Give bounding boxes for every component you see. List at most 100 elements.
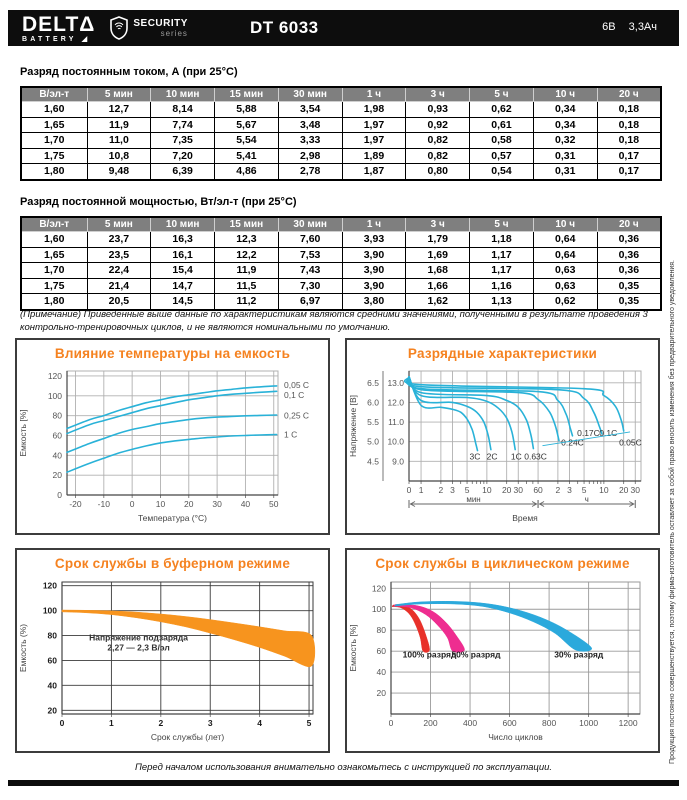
table-cell: 3,48 xyxy=(277,116,343,133)
table-cell: 12,3 xyxy=(214,231,279,248)
svg-text:200: 200 xyxy=(423,718,437,728)
table-row: 1,65 11,9 7,74 5,67 3,48 1,97 0,92 0,61 0,34 0,18 xyxy=(20,116,662,133)
table-cell: 0,36 xyxy=(596,262,662,279)
svg-text:50% разряд: 50% разряд xyxy=(451,649,501,659)
table-cell: 7,20 xyxy=(150,147,216,164)
svg-text:20: 20 xyxy=(377,688,387,698)
svg-text:120: 120 xyxy=(372,583,386,593)
table-row: 1,60 12,7 8,14 5,88 3,54 1,98 0,93 0,62 0,34 0,18 xyxy=(20,101,662,118)
table-cell: 11,9 xyxy=(86,116,152,133)
svg-text:Температура (°C): Температура (°C) xyxy=(138,513,207,523)
voltage-value: 6В xyxy=(602,21,616,33)
svg-text:9.0: 9.0 xyxy=(392,456,404,466)
svg-text:50: 50 xyxy=(269,499,279,509)
table-cell: 0,54 xyxy=(469,163,534,180)
svg-text:10: 10 xyxy=(599,485,609,495)
svg-text:11.0: 11.0 xyxy=(388,417,404,427)
table-cell: 11,2 xyxy=(214,293,279,310)
column-header: 10 ч xyxy=(532,216,598,232)
table-cell: 11,5 xyxy=(214,277,279,294)
svg-text:100: 100 xyxy=(372,604,386,614)
table-cell: 0,93 xyxy=(405,101,471,118)
table-cell: 0,92 xyxy=(405,116,471,133)
svg-text:20: 20 xyxy=(53,470,63,480)
table-row: 1,75 10,8 7,20 5,41 2,98 1,89 0,82 0,57 0,31 0,17 xyxy=(20,147,662,164)
svg-text:60: 60 xyxy=(533,485,543,495)
table-row: 1,70 22,4 15,4 11,9 7,43 3,90 1,68 1,17 0,63 0,36 xyxy=(20,262,662,279)
table-cell: 14,5 xyxy=(150,293,216,310)
svg-text:40: 40 xyxy=(48,680,58,690)
table-cell: 5,41 xyxy=(214,147,279,164)
table-cell: 0,58 xyxy=(469,132,534,149)
svg-text:2C: 2C xyxy=(487,451,498,461)
svg-text:100: 100 xyxy=(43,606,57,616)
table-cell: 1,17 xyxy=(469,246,534,263)
svg-text:40: 40 xyxy=(241,499,251,509)
table-cell: 1,17 xyxy=(469,262,534,279)
svg-text:Емкость [%]: Емкость [%] xyxy=(348,624,358,671)
svg-text:0: 0 xyxy=(407,485,412,495)
svg-text:5.0: 5.0 xyxy=(367,437,379,447)
svg-text:60: 60 xyxy=(53,430,63,440)
table-cell: 1,13 xyxy=(469,293,534,310)
table-cell: 3,90 xyxy=(341,277,407,294)
table-cell: 4,86 xyxy=(214,163,279,180)
table-cell: 3,93 xyxy=(341,231,407,248)
table-cell: 1,70 xyxy=(20,132,88,149)
column-header: 5 ч xyxy=(469,86,534,102)
svg-text:40: 40 xyxy=(377,667,387,677)
table-cell: 10,8 xyxy=(86,147,152,164)
table-cell: 0,32 xyxy=(532,132,598,149)
svg-text:10: 10 xyxy=(482,485,492,495)
svg-text:40: 40 xyxy=(53,450,63,460)
svg-text:0,05 C: 0,05 C xyxy=(284,380,309,390)
table-cell: 1,16 xyxy=(469,277,534,294)
table-cell: 1,80 xyxy=(20,163,88,180)
table-cell: 0,34 xyxy=(532,116,598,133)
svg-text:-20: -20 xyxy=(69,499,82,509)
table-cell: 1,65 xyxy=(20,116,88,133)
svg-text:0: 0 xyxy=(57,490,62,500)
svg-text:2: 2 xyxy=(439,485,444,495)
table-cell: 15,4 xyxy=(150,262,216,279)
table-cell: 1,60 xyxy=(20,231,88,248)
table-cell: 1,69 xyxy=(405,246,471,263)
table-cell: 7,60 xyxy=(277,231,343,248)
delta-battery-text: BATTERY ◢ xyxy=(22,35,91,43)
column-header: 15 мин xyxy=(214,216,279,232)
svg-text:1: 1 xyxy=(109,718,114,728)
svg-text:80: 80 xyxy=(48,631,58,641)
svg-text:1 C: 1 C xyxy=(284,429,297,439)
battery-specs: 6В 3,3Ач xyxy=(592,21,657,33)
header-bar: DELTΔ BATTERY ◢ SECURITY series DT 6033 … xyxy=(8,10,679,46)
svg-text:5: 5 xyxy=(307,718,312,728)
svg-text:600: 600 xyxy=(502,718,516,728)
table-cell: 3,80 xyxy=(341,293,407,310)
table-cell: 1,60 xyxy=(20,101,88,118)
note-text: (Примечание) Приведенные выше данные по … xyxy=(20,309,648,334)
table-row: 1,70 11,0 7,35 5,54 3,33 1,97 0,82 0,58 0,32 0,18 xyxy=(20,132,662,149)
model-number: DT 6033 xyxy=(249,18,319,37)
table-cell: 0,64 xyxy=(532,246,598,263)
table-cell: 7,43 xyxy=(277,262,343,279)
column-header: 10 мин xyxy=(150,216,216,232)
svg-text:80: 80 xyxy=(377,625,387,635)
security-label: SECURITY xyxy=(133,17,188,29)
svg-text:30: 30 xyxy=(514,485,524,495)
svg-text:0: 0 xyxy=(60,718,65,728)
table-cell: 0,31 xyxy=(532,163,598,180)
table-cell: 0,17 xyxy=(596,163,662,180)
table-cell: 23,7 xyxy=(86,231,152,248)
column-header: 5 мин xyxy=(86,216,152,232)
table-cell: 1,98 xyxy=(341,101,407,118)
svg-text:3: 3 xyxy=(567,485,572,495)
svg-text:4.5: 4.5 xyxy=(367,456,379,466)
table-cell: 0,36 xyxy=(596,231,662,248)
column-header: 30 мин xyxy=(277,86,343,102)
table-cell: 0,64 xyxy=(532,231,598,248)
table-cell: 1,97 xyxy=(341,116,407,133)
table-cell: 21,4 xyxy=(86,277,152,294)
